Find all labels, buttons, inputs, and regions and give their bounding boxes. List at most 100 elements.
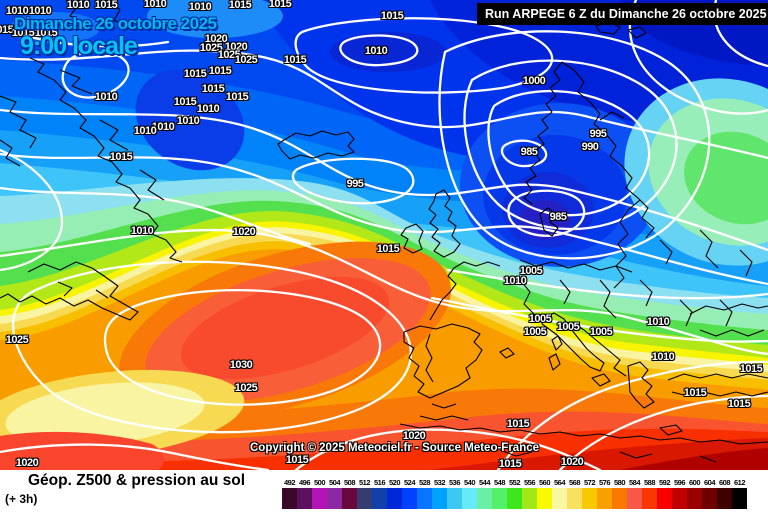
scale-cell: 520: [387, 478, 402, 509]
scale-swatch: [717, 488, 732, 509]
scale-value: 516: [373, 478, 386, 487]
scale-value: 596: [673, 478, 686, 487]
scale-value: 592: [658, 478, 671, 487]
scale-swatch: [462, 488, 477, 509]
scale-swatch: [672, 488, 687, 509]
forecast-step: (+ 3h): [5, 492, 38, 506]
scale-value: 532: [433, 478, 446, 487]
scale-value: 536: [448, 478, 461, 487]
coastlines: [0, 0, 768, 463]
scale-swatch: [582, 488, 597, 509]
scale-value: 544: [478, 478, 491, 487]
scale-swatch: [597, 488, 612, 509]
scale-value: 572: [583, 478, 596, 487]
scale-swatch: [327, 488, 342, 509]
run-info-text: Run ARPEGE 6 Z du Dimanche 26 octobre 20…: [485, 7, 767, 21]
scale-value: 584: [628, 478, 641, 487]
caption-bar: Géop. Z500 & pression au sol (+ 3h) 492 4…: [0, 470, 768, 512]
scale-cell: 496: [297, 478, 312, 509]
scale-cell: 596: [672, 478, 687, 509]
scale-cell: 568: [567, 478, 582, 509]
scale-swatch: [612, 488, 627, 509]
scale-swatch: [297, 488, 312, 509]
scale-cell: 552: [507, 478, 522, 509]
weather-map: 1010101010101015101010101015101510151015…: [0, 0, 768, 470]
scale-value: 580: [613, 478, 626, 487]
scale-value: 568: [568, 478, 581, 487]
scale-value: 612: [733, 478, 746, 487]
scale-swatch: [492, 488, 507, 509]
scale-value: 576: [598, 478, 611, 487]
scale-cell: 532: [432, 478, 447, 509]
scale-swatch: [312, 488, 327, 509]
scale-value: 508: [343, 478, 356, 487]
scale-swatch: [417, 488, 432, 509]
scale-swatch: [702, 488, 717, 509]
scale-value: 556: [523, 478, 536, 487]
scale-swatch: [642, 488, 657, 509]
scale-cell: 560: [537, 478, 552, 509]
scale-cell: 584: [627, 478, 642, 509]
scale-cell: 536: [447, 478, 462, 509]
scale-swatch: [387, 488, 402, 509]
scale-cell: 588: [642, 478, 657, 509]
scale-swatch: [447, 488, 462, 509]
scale-swatch: [477, 488, 492, 509]
scale-value: 552: [508, 478, 521, 487]
scale-cell: 540: [462, 478, 477, 509]
scale-value: 496: [298, 478, 311, 487]
scale-cell: 548: [492, 478, 507, 509]
scale-value: 528: [418, 478, 431, 487]
scale-cell: 564: [552, 478, 567, 509]
scale-swatch: [402, 488, 417, 509]
isobar-contours: [0, 0, 768, 470]
scale-value: 512: [358, 478, 371, 487]
scale-swatch: [552, 488, 567, 509]
scale-cell: 612: [732, 478, 747, 509]
scale-swatch: [687, 488, 702, 509]
scale-value: 524: [403, 478, 416, 487]
scale-value: 588: [643, 478, 656, 487]
scale-cell: 600: [687, 478, 702, 509]
copyright-text: Copyright © 2025 Meteociel.fr - Source M…: [250, 442, 540, 454]
scale-swatch: [372, 488, 387, 509]
scale-value: 560: [538, 478, 551, 487]
run-info-box: Run ARPEGE 6 Z du Dimanche 26 octobre 20…: [477, 3, 768, 25]
scale-swatch: [507, 488, 522, 509]
scale-cell: 500: [312, 478, 327, 509]
scale-swatch: [567, 488, 582, 509]
map-time-text: 9:00 locale: [20, 32, 138, 60]
scale-cell: 580: [612, 478, 627, 509]
map-graphics: [0, 0, 768, 470]
scale-swatch: [537, 488, 552, 509]
scale-swatch: [432, 488, 447, 509]
scale-swatch: [342, 488, 357, 509]
scale-swatch: [627, 488, 642, 509]
scale-swatch: [732, 488, 747, 509]
scale-cell: 572: [582, 478, 597, 509]
scale-value: 608: [718, 478, 731, 487]
color-scale: 492 496 500 504 508 512 516 520 524 528 532 536 540 5…: [282, 478, 747, 509]
scale-value: 564: [553, 478, 566, 487]
scale-cell: 528: [417, 478, 432, 509]
scale-value: 540: [463, 478, 476, 487]
scale-cell: 512: [357, 478, 372, 509]
scale-cell: 524: [402, 478, 417, 509]
scale-cell: 576: [597, 478, 612, 509]
scale-swatch: [357, 488, 372, 509]
scale-cell: 504: [327, 478, 342, 509]
scale-value: 492: [283, 478, 296, 487]
scale-cell: 492: [282, 478, 297, 509]
scale-swatch: [282, 488, 297, 509]
map-date-text: Dimanche 26 octobre 2025: [14, 14, 217, 33]
scale-cell: 508: [342, 478, 357, 509]
scale-swatch: [522, 488, 537, 509]
scale-cell: 592: [657, 478, 672, 509]
scale-value: 520: [388, 478, 401, 487]
chart-title: Géop. Z500 & pression au sol: [28, 472, 246, 489]
scale-cell: 556: [522, 478, 537, 509]
scale-cell: 604: [702, 478, 717, 509]
scale-value: 500: [313, 478, 326, 487]
scale-value: 604: [703, 478, 716, 487]
